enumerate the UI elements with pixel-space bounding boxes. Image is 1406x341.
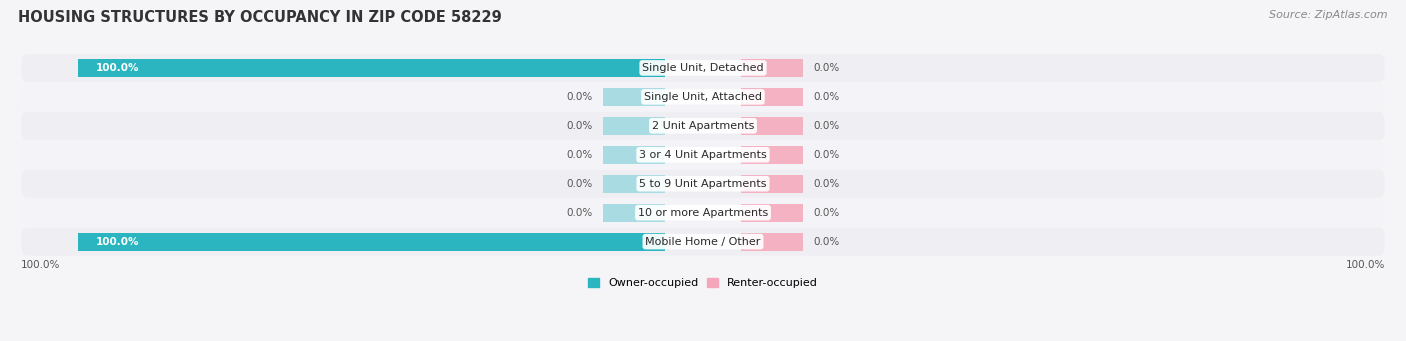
Text: Source: ZipAtlas.com: Source: ZipAtlas.com — [1270, 10, 1388, 20]
Bar — [603, 146, 665, 164]
Text: 0.0%: 0.0% — [813, 208, 839, 218]
Bar — [741, 59, 803, 77]
Text: 100.0%: 100.0% — [21, 260, 60, 269]
Text: 0.0%: 0.0% — [813, 179, 839, 189]
Legend: Owner-occupied, Renter-occupied: Owner-occupied, Renter-occupied — [583, 274, 823, 293]
Text: 100.0%: 100.0% — [1346, 260, 1385, 269]
Text: 10 or more Apartments: 10 or more Apartments — [638, 208, 768, 218]
Bar — [741, 204, 803, 222]
FancyBboxPatch shape — [21, 54, 1385, 82]
Text: 0.0%: 0.0% — [567, 150, 593, 160]
Text: 0.0%: 0.0% — [813, 150, 839, 160]
FancyBboxPatch shape — [21, 83, 1385, 111]
Bar — [603, 175, 665, 193]
Text: 0.0%: 0.0% — [813, 63, 839, 73]
Text: 2 Unit Apartments: 2 Unit Apartments — [652, 121, 754, 131]
Text: Single Unit, Attached: Single Unit, Attached — [644, 92, 762, 102]
Bar — [603, 204, 665, 222]
Bar — [77, 59, 665, 77]
Text: 0.0%: 0.0% — [813, 92, 839, 102]
Bar — [603, 117, 665, 135]
Text: HOUSING STRUCTURES BY OCCUPANCY IN ZIP CODE 58229: HOUSING STRUCTURES BY OCCUPANCY IN ZIP C… — [18, 10, 502, 25]
Text: 0.0%: 0.0% — [813, 121, 839, 131]
FancyBboxPatch shape — [21, 199, 1385, 226]
Bar — [741, 146, 803, 164]
Bar — [741, 117, 803, 135]
Text: Single Unit, Detached: Single Unit, Detached — [643, 63, 763, 73]
FancyBboxPatch shape — [21, 112, 1385, 140]
Text: Mobile Home / Other: Mobile Home / Other — [645, 237, 761, 247]
Text: 100.0%: 100.0% — [96, 237, 139, 247]
Bar — [741, 175, 803, 193]
Bar — [603, 88, 665, 106]
Text: 3 or 4 Unit Apartments: 3 or 4 Unit Apartments — [640, 150, 766, 160]
Text: 0.0%: 0.0% — [567, 92, 593, 102]
Text: 0.0%: 0.0% — [813, 237, 839, 247]
Bar — [741, 233, 803, 251]
FancyBboxPatch shape — [21, 141, 1385, 169]
FancyBboxPatch shape — [21, 228, 1385, 255]
Text: 0.0%: 0.0% — [567, 179, 593, 189]
Bar — [77, 233, 665, 251]
FancyBboxPatch shape — [21, 170, 1385, 197]
Text: 0.0%: 0.0% — [567, 208, 593, 218]
Bar — [741, 88, 803, 106]
Text: 5 to 9 Unit Apartments: 5 to 9 Unit Apartments — [640, 179, 766, 189]
Text: 0.0%: 0.0% — [567, 121, 593, 131]
Text: 100.0%: 100.0% — [96, 63, 139, 73]
